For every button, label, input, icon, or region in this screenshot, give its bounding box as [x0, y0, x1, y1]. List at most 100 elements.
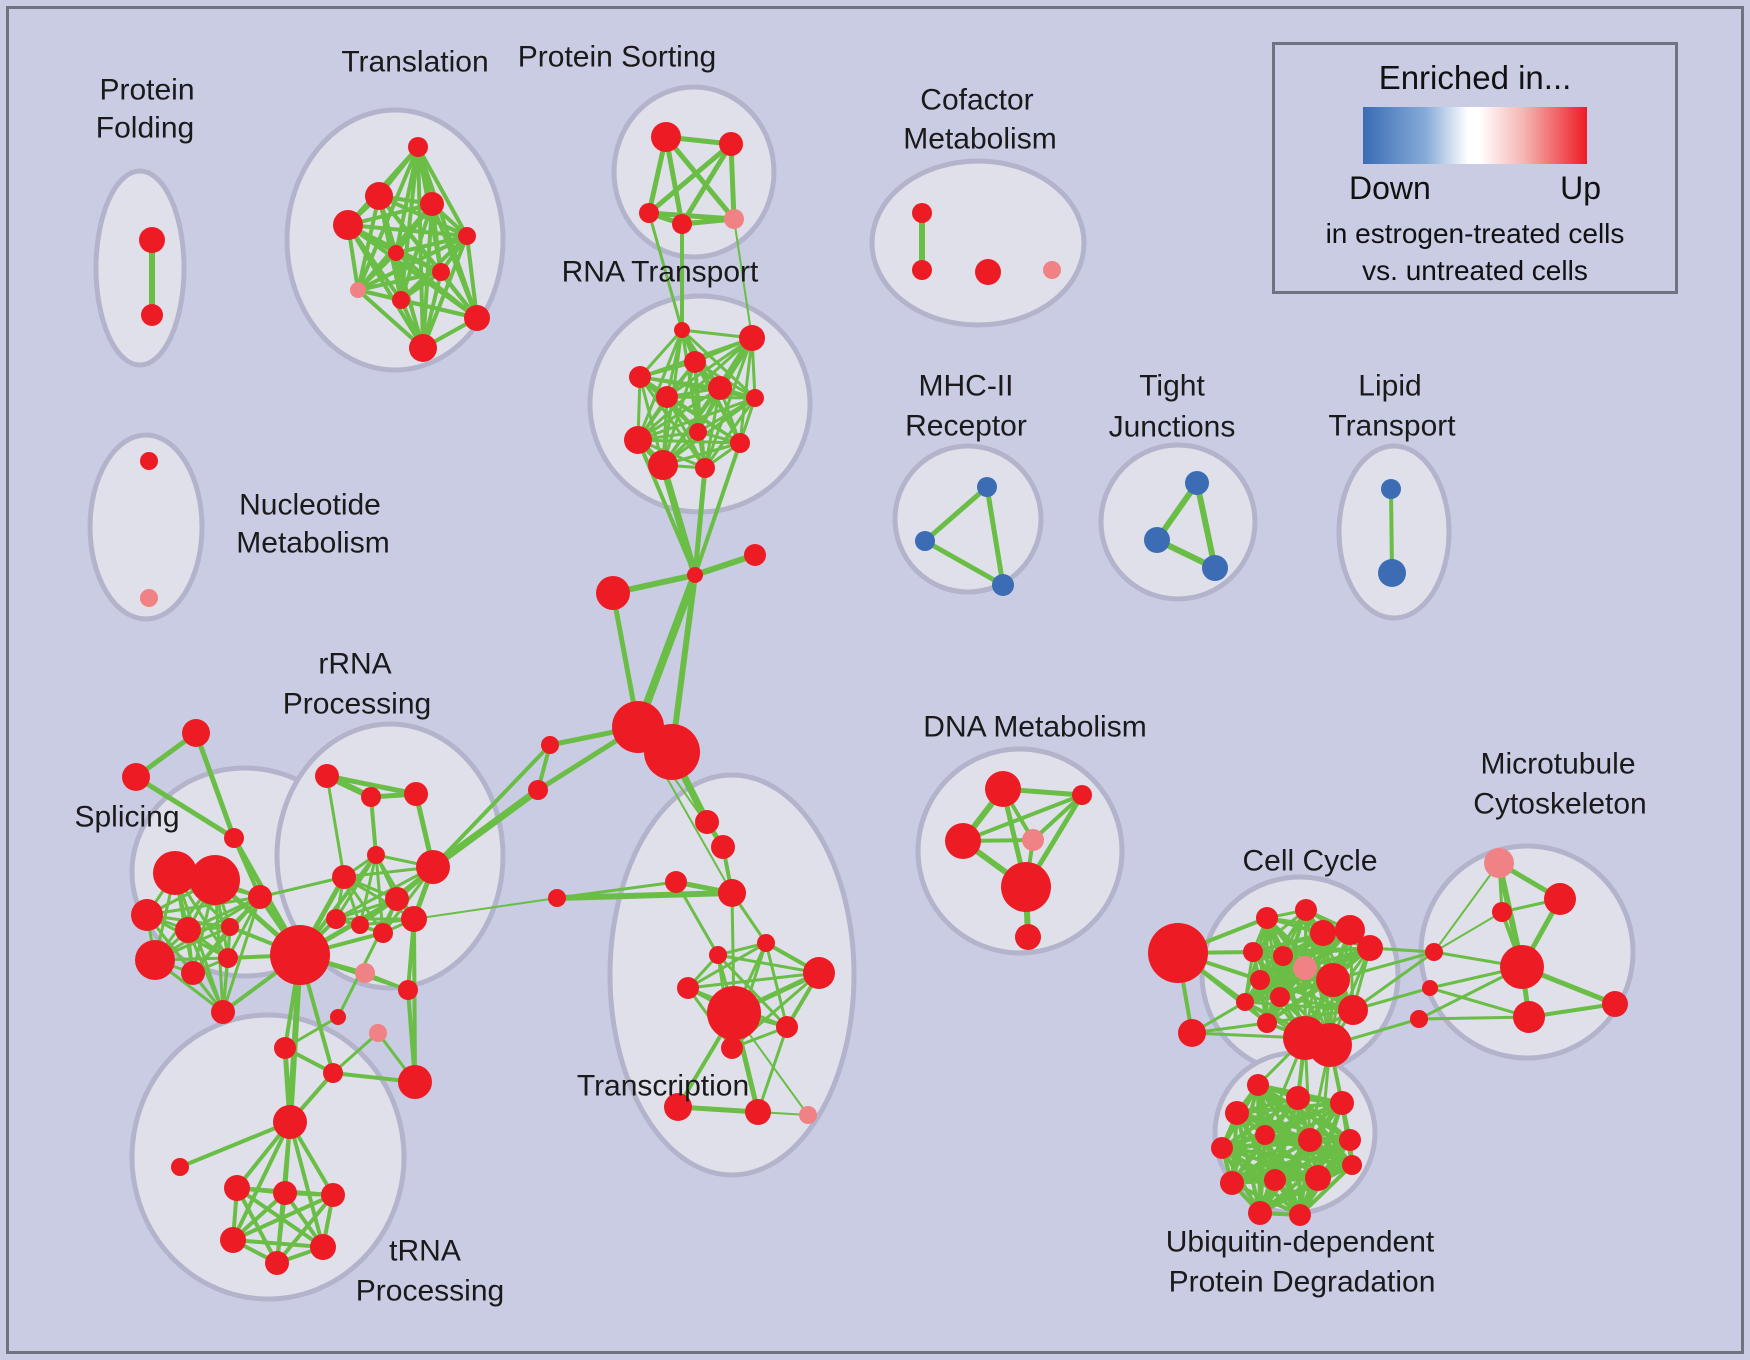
- gene-set-node: [221, 918, 239, 936]
- similarity-edge: [716, 953, 789, 1029]
- gene-set-node: [757, 934, 775, 952]
- similarity-edge: [231, 1120, 292, 1242]
- gene-set-node: [1357, 935, 1383, 961]
- gene-set-node: [1335, 915, 1365, 945]
- cluster-label-trna-processing: Processing: [356, 1275, 504, 1308]
- cluster-label-ubiquitin-degradation: Protein Degradation: [1169, 1266, 1436, 1299]
- cluster-label-microtubule-cytoskeleton: Cytoskeleton: [1473, 788, 1646, 821]
- gene-set-node: [718, 879, 746, 907]
- cluster-ellipse-trna-processing: [129, 1012, 407, 1302]
- similarity-edge: [636, 396, 757, 442]
- gene-set-node: [392, 291, 410, 309]
- gene-set-node: [220, 1227, 246, 1253]
- legend-up-label: Up: [1560, 170, 1601, 206]
- gene-set-node: [135, 940, 175, 980]
- gene-set-node: [1492, 902, 1512, 922]
- similarity-edge: [153, 895, 262, 962]
- gene-set-node: [1484, 848, 1514, 878]
- cluster-label-dna-metabolism: DNA Metabolism: [923, 711, 1146, 744]
- similarity-edge: [356, 251, 398, 292]
- gene-set-node: [719, 132, 743, 156]
- gene-set-node: [388, 245, 404, 261]
- similarity-edge: [1194, 480, 1218, 571]
- similarity-edge: [416, 145, 469, 238]
- similarity-edge: [334, 865, 435, 921]
- gene-set-node: [1422, 980, 1438, 996]
- gene-set-node: [1270, 987, 1290, 1007]
- gene-set-node: [528, 780, 548, 800]
- gene-set-node: [367, 846, 385, 864]
- cluster-label-nucleotide-metabolism: Nucleotide: [239, 489, 381, 522]
- gene-set-node: [122, 763, 150, 791]
- cluster-label-protein-folding: Folding: [96, 112, 194, 145]
- similarity-edge: [235, 1186, 279, 1265]
- gene-set-node: [1513, 1001, 1545, 1033]
- gene-set-node: [1256, 907, 1278, 929]
- similarity-edge: [661, 396, 757, 467]
- gene-set-node: [707, 986, 761, 1040]
- cluster-label-protein-sorting: Protein Sorting: [518, 41, 716, 74]
- gene-set-node: [270, 925, 330, 985]
- similarity-edge: [686, 971, 821, 990]
- cluster-label-translation: Translation: [341, 46, 488, 79]
- similarity-edge: [555, 880, 678, 900]
- similarity-edge: [342, 875, 416, 921]
- gene-set-node: [182, 719, 210, 747]
- gene-set-node: [310, 1234, 336, 1260]
- cluster-label-rna-transport: RNA Transport: [562, 256, 759, 289]
- similarity-edge: [1235, 1101, 1344, 1115]
- gene-set-node: [131, 899, 163, 931]
- cluster-ellipse-tight-junctions: [1098, 442, 1258, 602]
- similarity-edge: [429, 786, 542, 871]
- similarity-edge: [764, 941, 789, 1029]
- gene-set-node: [1310, 920, 1336, 946]
- gene-set-node: [175, 917, 201, 943]
- legend-minmax-row: Down Up: [1349, 170, 1601, 207]
- similarity-edge: [686, 941, 768, 990]
- gene-set-node: [1342, 1155, 1362, 1175]
- gene-set-node: [398, 1065, 432, 1099]
- gene-set-node: [1022, 829, 1044, 851]
- gene-set-node: [350, 282, 366, 298]
- similarity-edge: [325, 774, 346, 879]
- gene-set-node: [1185, 471, 1209, 495]
- similarity-edge: [1417, 1015, 1531, 1021]
- cluster-label-lipid-transport: Transport: [1328, 410, 1456, 443]
- gene-set-node: [1308, 1023, 1352, 1067]
- cluster-label-nucleotide-metabolism: Metabolism: [236, 527, 389, 560]
- gene-set-node: [211, 1000, 235, 1024]
- gene-set-node: [369, 1024, 387, 1042]
- gene-set-node: [1148, 923, 1208, 983]
- legend-title: Enriched in...: [1378, 59, 1572, 96]
- gene-set-node: [218, 948, 238, 968]
- similarity-edge: [922, 538, 1006, 588]
- similarity-edge: [1298, 1163, 1354, 1217]
- gene-set-node: [153, 851, 197, 895]
- similarity-edge: [733, 218, 753, 339]
- gene-set-node: [408, 137, 428, 157]
- gene-set-node: [398, 980, 418, 1000]
- gene-set-node: [674, 322, 690, 338]
- legend-caption-line1: in estrogen-treated cells: [1325, 218, 1625, 249]
- cluster-ellipse-lipid-transport: [1336, 443, 1452, 621]
- cluster-label-transcription: Transcription: [577, 1070, 749, 1103]
- cluster-label-microtubule-cytoskeleton: Microtubule: [1480, 748, 1635, 781]
- similarity-edge: [413, 897, 558, 920]
- gene-set-node: [1043, 261, 1061, 279]
- gene-set-node: [915, 531, 935, 551]
- similarity-edge: [665, 395, 757, 400]
- gene-set-node: [992, 574, 1014, 596]
- similarity-edge: [669, 572, 698, 755]
- gene-set-node: [912, 260, 932, 280]
- gene-set-node: [1289, 1204, 1311, 1226]
- gene-set-node: [711, 835, 735, 859]
- similarity-edge: [728, 141, 737, 222]
- cluster-label-ubiquitin-degradation: Ubiquitin-dependent: [1166, 1226, 1435, 1259]
- gene-set-node: [1602, 991, 1628, 1017]
- gene-set-node: [404, 782, 428, 806]
- gene-set-node: [684, 351, 706, 373]
- gene-set-node: [361, 787, 381, 807]
- similarity-edge: [1389, 487, 1394, 575]
- cluster-label-cell-cycle: Cell Cycle: [1242, 845, 1377, 878]
